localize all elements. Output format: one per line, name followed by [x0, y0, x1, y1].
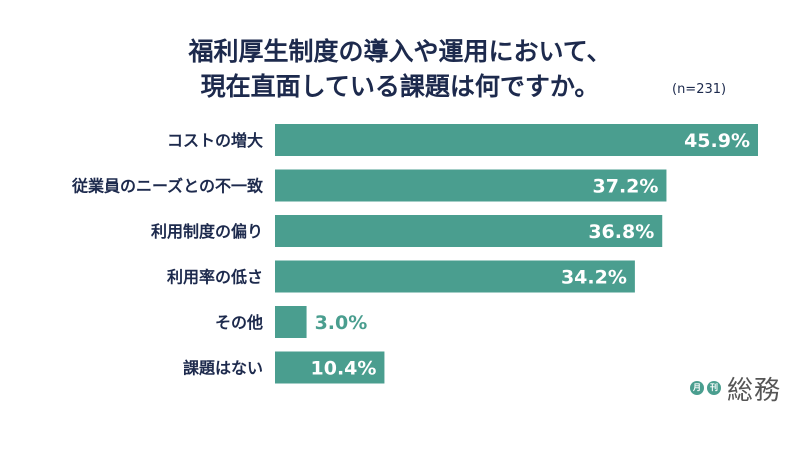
bar [275, 124, 758, 156]
chart-title-line-2: 現在直面している課題は何ですか。 [200, 72, 600, 101]
value-label: 34.2% [561, 267, 627, 289]
value-label: 45.9% [684, 130, 750, 152]
bar [275, 169, 667, 202]
chart-title: 福利厚生制度の導入や運用において、 現在直面している課題は何ですか。 [0, 34, 800, 104]
category-label: 従業員のニーズとの不一致 [71, 177, 264, 196]
bar [275, 215, 663, 247]
category-label: コストの増大 [167, 131, 263, 150]
category-label: 利用率の低さ [167, 268, 263, 287]
logo-mark-tsuki: 月 [690, 381, 704, 395]
publisher-logo: 月 刊 総務 [690, 374, 781, 406]
bar [275, 351, 385, 384]
logo-mark-kan: 刊 [707, 381, 721, 395]
value-label: 3.0% [315, 312, 368, 334]
value-label: 36.8% [588, 221, 654, 243]
bar [275, 260, 635, 293]
value-label: 37.2% [593, 176, 659, 198]
logo-name: 総務 [727, 375, 782, 406]
chart-title-line-1: 福利厚生制度の導入や運用において、 [188, 37, 612, 66]
value-label: 10.4% [311, 358, 377, 380]
sample-size-note: (n=231) [672, 82, 727, 97]
category-label: 課題はない [183, 359, 263, 378]
bar [275, 306, 307, 338]
category-label: その他 [215, 313, 263, 332]
category-label: 利用制度の偏り [151, 222, 263, 241]
